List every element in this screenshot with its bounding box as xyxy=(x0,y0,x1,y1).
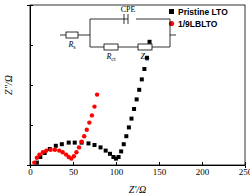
point xyxy=(135,97,139,101)
circuit-label: CPE xyxy=(121,5,136,14)
y-tick xyxy=(30,5,33,6)
legend-item: 1/9LBLTO xyxy=(169,19,218,29)
point xyxy=(44,148,48,152)
circuit-wire xyxy=(170,19,171,47)
point xyxy=(54,144,58,148)
y-tick-mark xyxy=(30,125,33,126)
x-tick-label: 100 xyxy=(110,167,124,177)
point xyxy=(99,145,103,149)
point xyxy=(80,141,84,145)
circuit-wire xyxy=(78,35,90,36)
point xyxy=(104,149,108,153)
point xyxy=(82,134,86,138)
x-tick-mark xyxy=(116,162,117,165)
circuit-element xyxy=(138,44,152,50)
point xyxy=(119,149,123,153)
y-axis-title: Z''/Ω xyxy=(3,75,14,95)
point xyxy=(77,145,81,149)
x-tick-label: 50 xyxy=(69,167,79,177)
point xyxy=(127,125,131,129)
circuit-wire xyxy=(152,47,170,48)
x-tick-label: 250 xyxy=(239,167,250,177)
point xyxy=(142,67,146,71)
point xyxy=(148,40,152,44)
point xyxy=(108,152,112,156)
y-tick xyxy=(30,45,33,46)
point xyxy=(67,141,71,145)
circuit-label: Rct xyxy=(105,52,116,62)
point xyxy=(60,142,64,146)
x-tick: 150 xyxy=(153,162,167,177)
data-points xyxy=(32,40,151,165)
y-tick-mark xyxy=(30,165,33,166)
point xyxy=(129,117,133,121)
y-tick xyxy=(30,85,33,86)
chart: 0 50 100 150 200 250 Pristine LTO 1/9LBLTO Rs CPE… xyxy=(0,0,250,196)
point xyxy=(137,88,141,92)
point xyxy=(79,140,83,144)
point xyxy=(87,120,91,124)
point xyxy=(140,77,144,81)
y-tick xyxy=(30,125,33,126)
point xyxy=(85,128,89,132)
x-tick: 200 xyxy=(196,162,210,177)
circuit-wire xyxy=(170,35,176,36)
series-1 xyxy=(32,92,99,164)
y-tick-mark xyxy=(30,5,33,6)
point xyxy=(73,141,77,145)
circuit-label: Rs xyxy=(67,40,76,50)
circuit: Rs CPE Rct Zw xyxy=(60,5,176,62)
legend-key xyxy=(169,9,174,14)
plot-frame xyxy=(30,5,245,165)
point xyxy=(72,154,76,158)
circuit-wire xyxy=(90,47,104,48)
circuit-wire xyxy=(136,19,170,20)
point xyxy=(95,92,99,96)
circuit-element xyxy=(66,32,78,38)
x-tick: 50 xyxy=(69,162,79,177)
circuit-wire xyxy=(90,19,124,20)
point xyxy=(32,160,36,164)
circuit-wire xyxy=(124,19,128,20)
circuit-label: Zw xyxy=(141,52,150,62)
y-axis xyxy=(27,6,33,166)
y-tick xyxy=(30,165,33,166)
x-axis-line xyxy=(31,166,246,169)
plot: 0 50 100 150 200 250 Pristine LTO 1/9LBLTO Rs CPE… xyxy=(27,5,250,177)
x-axis: 0 50 100 150 200 250 xyxy=(28,162,250,177)
point xyxy=(92,104,96,108)
point xyxy=(48,148,52,152)
point xyxy=(122,142,126,146)
x-tick-label: 200 xyxy=(196,167,210,177)
circuit-wire xyxy=(60,35,66,36)
legend-label: 1/9LBLTO xyxy=(178,19,218,29)
x-tick-mark xyxy=(245,162,246,165)
point xyxy=(93,143,97,147)
legend: Pristine LTO 1/9LBLTO xyxy=(169,7,228,29)
x-tick: 100 xyxy=(110,162,124,177)
point xyxy=(86,141,90,145)
legend-item: Pristine LTO xyxy=(169,7,228,17)
circuit-wire xyxy=(118,47,138,48)
y-tick-mark xyxy=(30,45,33,46)
point xyxy=(124,134,128,138)
y-axis-line xyxy=(27,6,31,166)
point xyxy=(74,150,78,154)
series-0 xyxy=(35,40,152,165)
x-axis-title: Z'/Ω xyxy=(129,184,147,195)
x-tick-mark xyxy=(73,162,74,165)
circuit-wire xyxy=(90,19,91,47)
x-tick-label: 150 xyxy=(153,167,167,177)
legend-label: Pristine LTO xyxy=(178,7,228,17)
point xyxy=(53,148,57,152)
x-tick-label: 0 xyxy=(28,167,33,177)
point xyxy=(90,113,94,117)
point xyxy=(117,155,121,159)
x-tick-mark xyxy=(202,162,203,165)
x-tick-mark xyxy=(159,162,160,165)
circuit-element xyxy=(104,44,118,50)
x-tick: 250 xyxy=(239,162,250,177)
point xyxy=(132,107,136,111)
y-tick-mark xyxy=(30,85,33,86)
